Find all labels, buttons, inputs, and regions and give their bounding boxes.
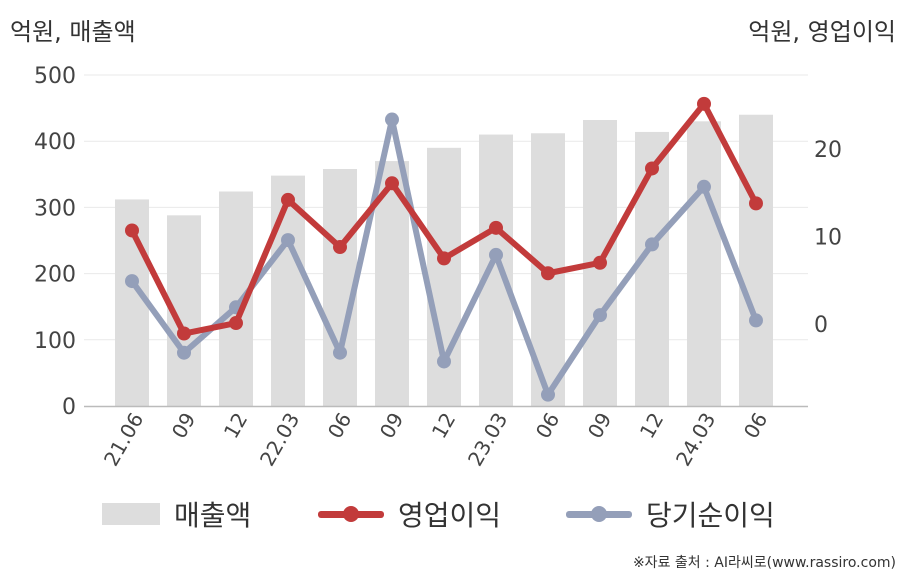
bar bbox=[635, 131, 669, 406]
left-tick-label: 200 bbox=[34, 263, 76, 288]
legend-item-net-income: 당기순이익 bbox=[566, 492, 775, 536]
series-point bbox=[645, 237, 659, 252]
series-point bbox=[645, 161, 659, 176]
series-point bbox=[229, 316, 243, 331]
series-point bbox=[125, 223, 139, 238]
revenue-bars bbox=[115, 114, 773, 407]
series-point bbox=[177, 345, 191, 360]
legend-label-operating-profit: 영업이익 bbox=[398, 499, 502, 532]
left-tick-label: 400 bbox=[34, 130, 76, 155]
bar bbox=[739, 114, 773, 406]
x-tick-label: 06 bbox=[323, 409, 357, 443]
series-point bbox=[749, 313, 763, 328]
legend-item-revenue: 매출액 bbox=[102, 492, 251, 536]
x-tick-label: 09 bbox=[375, 409, 409, 443]
series-point bbox=[489, 220, 503, 235]
series-point bbox=[125, 274, 139, 289]
bar bbox=[687, 121, 721, 406]
left-tick-label: 300 bbox=[34, 196, 76, 221]
bar bbox=[323, 169, 357, 406]
series-point bbox=[593, 308, 607, 323]
series-point bbox=[489, 247, 503, 262]
series-point bbox=[385, 112, 399, 127]
x-tick-label: 06 bbox=[531, 409, 565, 443]
left-tick-label: 100 bbox=[34, 329, 76, 354]
series-point bbox=[333, 345, 347, 360]
series-point bbox=[437, 354, 451, 369]
legend-swatch-net-income bbox=[566, 503, 632, 525]
x-tick-label: 06 bbox=[739, 409, 773, 443]
x-tick-label: 09 bbox=[583, 409, 617, 443]
left-tick-label: 500 bbox=[34, 64, 76, 89]
left-tick-label: 0 bbox=[62, 395, 76, 420]
right-tick-label: 20 bbox=[814, 138, 842, 163]
left-axis-unit-label: 억원, 매출액 bbox=[10, 18, 136, 46]
x-tick-label: 09 bbox=[167, 409, 201, 443]
x-tick-label: 12 bbox=[219, 409, 253, 443]
x-tick-label: 12 bbox=[635, 409, 669, 443]
legend-item-operating-profit: 영업이익 bbox=[318, 492, 501, 536]
series-point bbox=[385, 176, 399, 191]
profit-lines bbox=[125, 96, 763, 402]
series-point bbox=[593, 255, 607, 270]
series-point bbox=[177, 326, 191, 341]
right-tick-label: 10 bbox=[814, 226, 842, 251]
x-tick-label: 24.03 bbox=[671, 409, 720, 471]
right-axis-unit-label: 억원, 영업이익 bbox=[748, 18, 896, 46]
right-tick-label: 0 bbox=[814, 313, 828, 338]
series-point bbox=[281, 192, 295, 207]
legend: 매출액 영업이익 당기순이익 bbox=[0, 492, 908, 536]
legend-swatch-operating-profit bbox=[318, 503, 384, 525]
series-point bbox=[749, 196, 763, 211]
legend-label-revenue: 매출액 bbox=[174, 499, 252, 532]
x-tick-label: 23.03 bbox=[463, 409, 512, 471]
source-note: ※자료 출처 : AI라씨로(www.rassiro.com) bbox=[632, 555, 896, 571]
series-point bbox=[333, 240, 347, 255]
bar bbox=[479, 134, 513, 406]
series-point bbox=[697, 96, 711, 111]
series-point bbox=[541, 387, 555, 402]
x-tick-label: 21.06 bbox=[99, 409, 148, 471]
series-point bbox=[281, 233, 295, 248]
series-point bbox=[437, 251, 451, 266]
series-point bbox=[541, 266, 555, 281]
x-tick-label: 22.03 bbox=[255, 409, 304, 471]
x-tick-label: 12 bbox=[427, 409, 461, 443]
series-point bbox=[697, 179, 711, 194]
legend-label-net-income: 당기순이익 bbox=[646, 499, 775, 532]
legend-swatch-revenue bbox=[102, 503, 160, 525]
